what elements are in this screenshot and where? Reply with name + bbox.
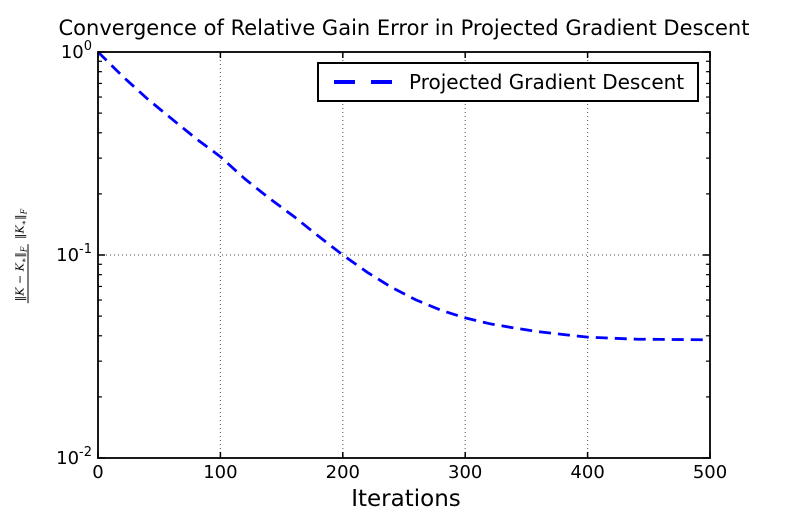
y-tick-label: 10-1 bbox=[0, 242, 92, 267]
x-tick-label: 100 bbox=[203, 462, 238, 483]
y-tick-base: 10 bbox=[60, 42, 84, 64]
y-tick-label: 10-2 bbox=[0, 445, 92, 470]
y-tick-base: 10 bbox=[56, 448, 80, 470]
legend-label: Projected Gradient Descent bbox=[409, 70, 685, 94]
legend-dash-icon bbox=[371, 80, 392, 84]
y-tick-base: 10 bbox=[56, 245, 80, 267]
legend-line-sample bbox=[334, 80, 392, 84]
x-tick-label: 500 bbox=[692, 462, 728, 483]
x-tick-label: 0 bbox=[92, 462, 104, 483]
ylabel-den-sub-f: F bbox=[19, 208, 29, 215]
x-tick-label: 300 bbox=[448, 462, 483, 483]
ylabel-den-close: ‖ bbox=[13, 214, 27, 220]
x-axis-label: Iterations bbox=[351, 486, 461, 512]
ylabel-num-text: ‖K − K bbox=[13, 263, 27, 302]
legend-dash-gap bbox=[355, 80, 371, 84]
legend: Projected Gradient Descent bbox=[317, 62, 699, 102]
y-tick-exponent: -2 bbox=[79, 445, 92, 461]
chart-title: Convergence of Relative Gain Error in Pr… bbox=[58, 16, 750, 40]
x-tick-label: 400 bbox=[570, 462, 605, 483]
y-tick-exponent: -1 bbox=[79, 242, 92, 258]
ylabel-den-star: ∗ bbox=[19, 219, 29, 226]
x-tick-label: 200 bbox=[325, 462, 360, 483]
y-tick-label: 100 bbox=[0, 39, 92, 64]
series-line bbox=[97, 51, 711, 342]
y-axis-label-denominator: ‖K∗‖F bbox=[13, 207, 29, 241]
ylabel-den-text: ‖K bbox=[13, 225, 27, 240]
legend-dash-icon bbox=[334, 80, 355, 84]
y-tick-exponent: 0 bbox=[83, 39, 92, 55]
